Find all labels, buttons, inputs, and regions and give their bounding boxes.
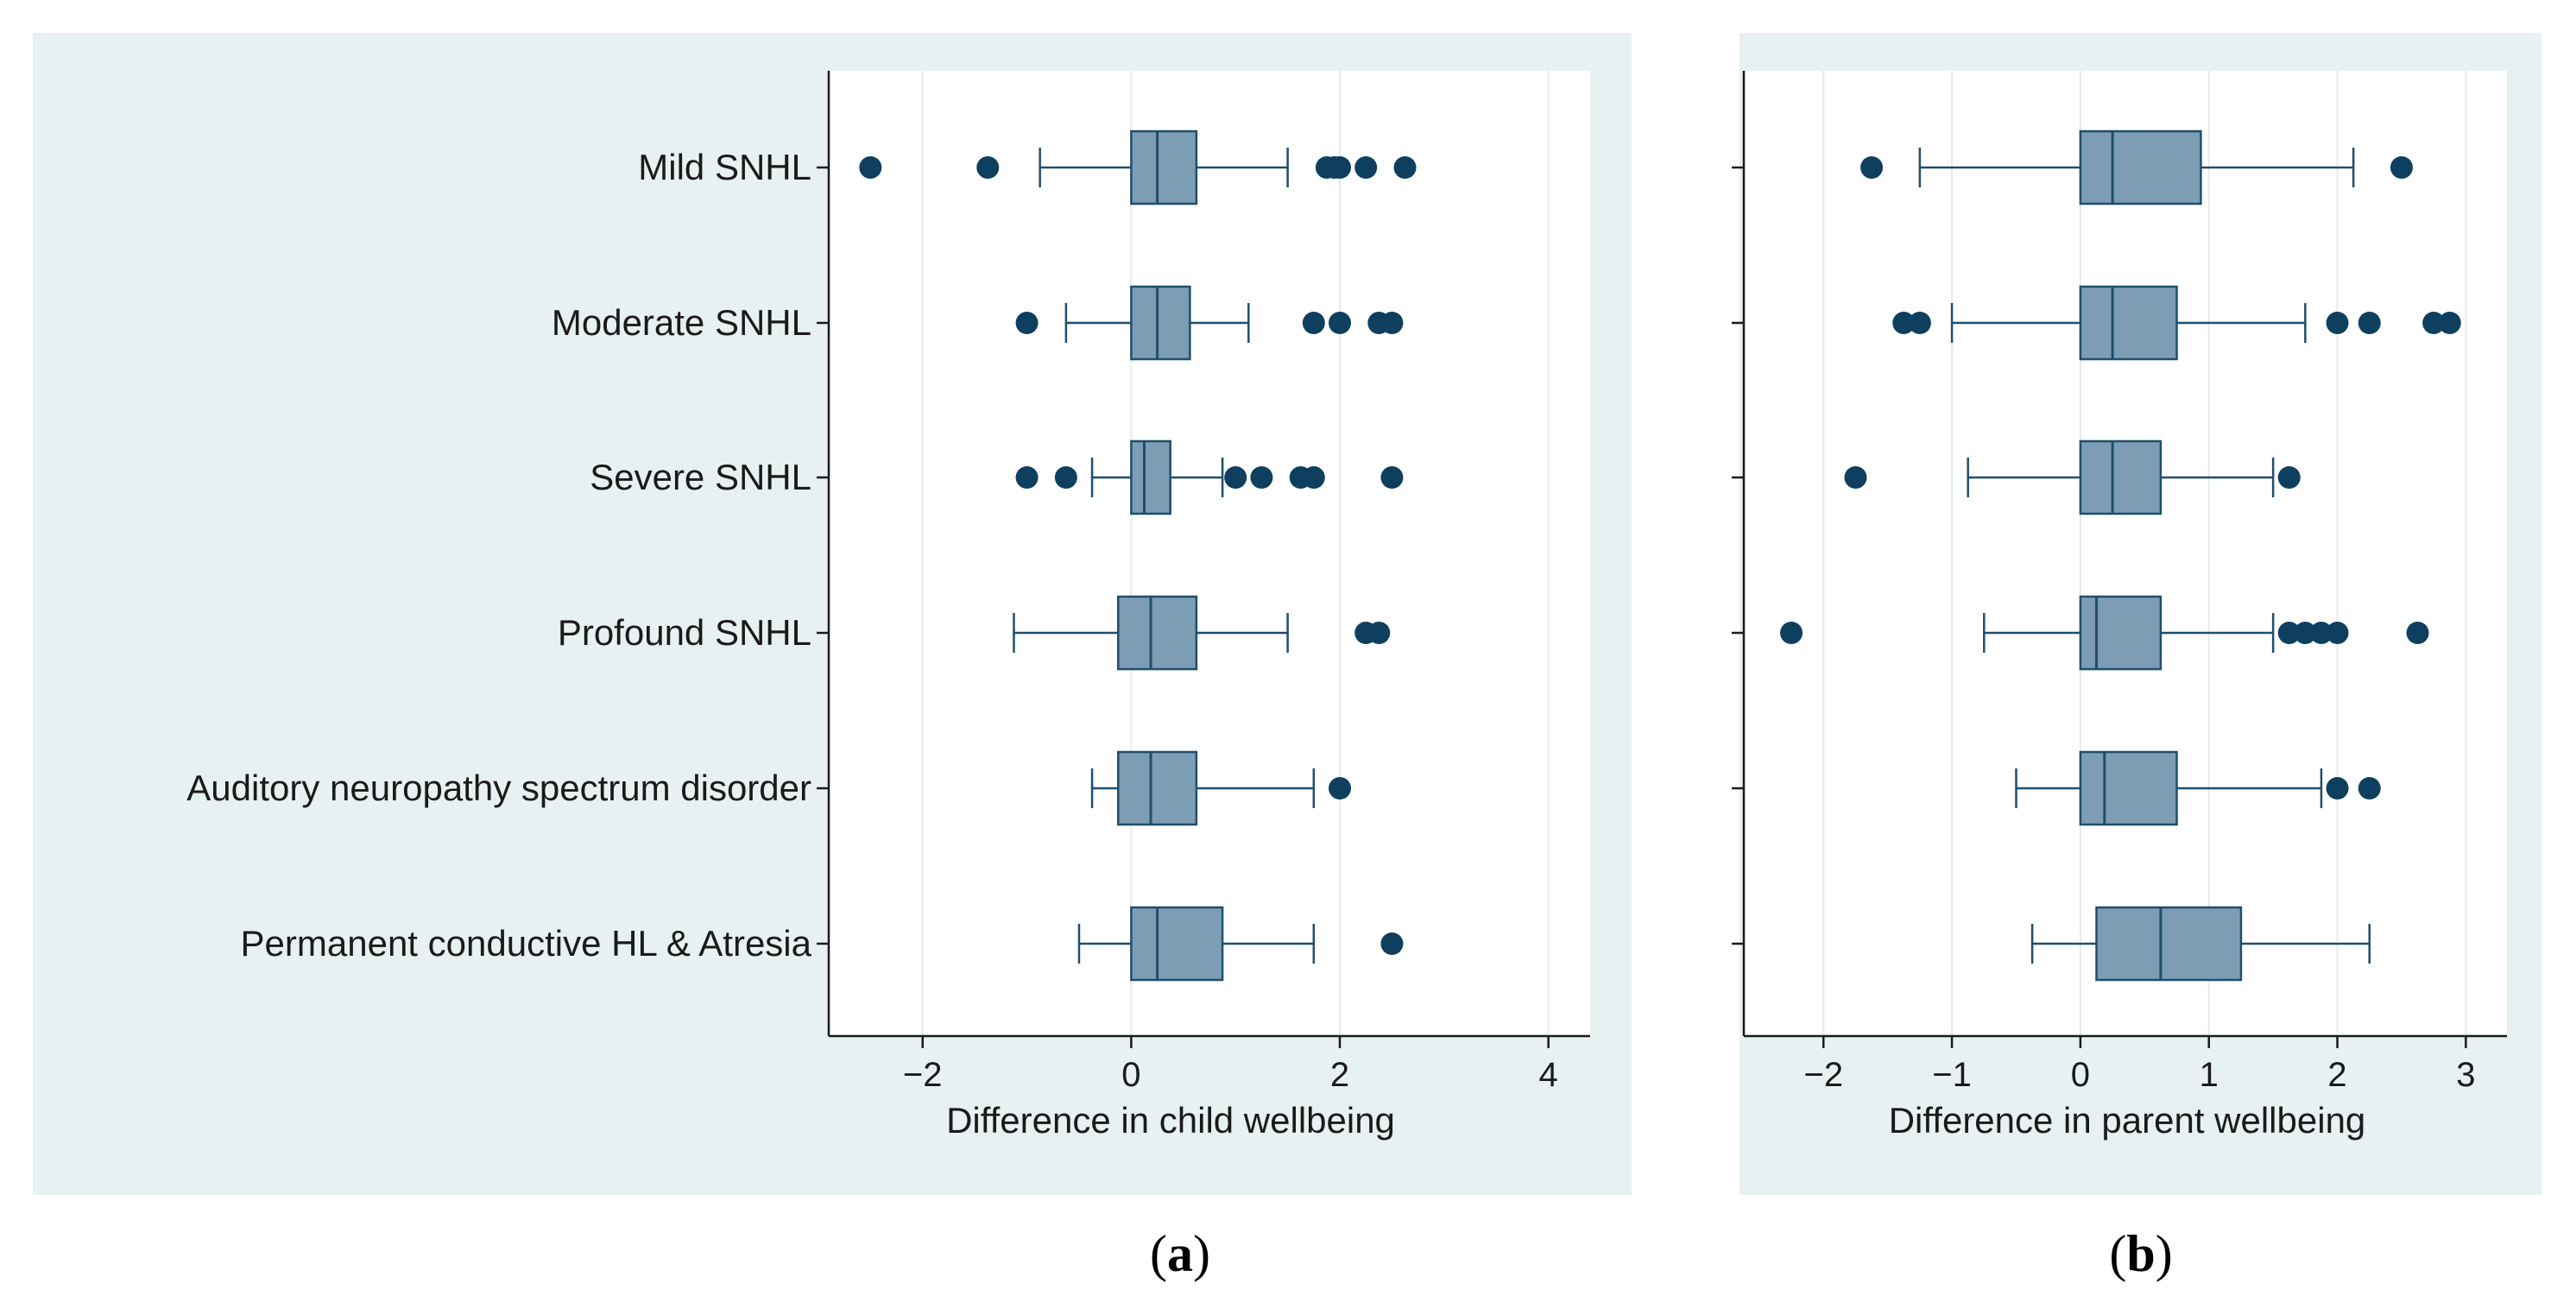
- iqr-box: [1130, 130, 1198, 205]
- outlier-point: [1329, 156, 1352, 179]
- category-label: Auditory neuropathy spectrum disorder: [186, 768, 811, 808]
- grid-b: [1822, 71, 2467, 1036]
- outlier-point: [2326, 312, 2349, 334]
- iqr-box: [1117, 595, 1198, 671]
- outlier-point: [2422, 312, 2446, 334]
- panel-caption-b-letter: b: [2126, 1225, 2155, 1282]
- outlier-point: [1367, 622, 1391, 644]
- category-label: Mild SNHL: [638, 147, 811, 187]
- outlier-point: [1302, 312, 1325, 334]
- outlier-point: [2358, 777, 2381, 800]
- iqr-box: [1130, 439, 1171, 515]
- box-a-3: [1015, 439, 1404, 515]
- outlier-point: [1380, 932, 1404, 955]
- boxes-a: [859, 130, 1417, 982]
- outlier-point: [2326, 622, 2349, 644]
- category-labels: Mild SNHL Moderate SNHL Severe SNHL Profoun…: [186, 147, 811, 964]
- plot-a-area: [829, 71, 1590, 1036]
- outlier-point: [1329, 312, 1352, 334]
- axes-b: −2 −1 0 1 2 3: [1732, 71, 2507, 1094]
- x-tick-label: 2: [1330, 1056, 1349, 1094]
- x-tick-label: 0: [1121, 1056, 1140, 1094]
- outlier-point: [2277, 466, 2301, 489]
- box-b-4: [1780, 595, 2429, 671]
- category-label: Severe SNHL: [590, 457, 811, 497]
- panel-caption-b: (b): [2109, 1225, 2172, 1282]
- box-b-1: [1860, 130, 2413, 205]
- iqr-box: [2079, 285, 2178, 361]
- panel-caption-a: (a): [1150, 1225, 1210, 1282]
- x-tick-label: 0: [2071, 1056, 2090, 1094]
- outlier-point: [2438, 312, 2461, 334]
- outlier-point: [2326, 777, 2349, 800]
- box-b-5: [2015, 750, 2381, 826]
- category-label: Profound SNHL: [558, 612, 811, 653]
- panel-caption-a-letter: a: [1167, 1225, 1193, 1282]
- box-b-3: [1844, 439, 2301, 515]
- x-axis-title-b: Difference in parent wellbeing: [1889, 1100, 2366, 1141]
- outlier-point: [2406, 622, 2429, 644]
- grid-a: [921, 71, 1550, 1036]
- outlier-point: [1054, 466, 1077, 489]
- outlier-point: [1860, 156, 1884, 179]
- outlier-point: [1780, 622, 1803, 644]
- box-a-4: [1013, 595, 1391, 671]
- x-tick-label: 1: [2200, 1056, 2219, 1094]
- box-a-2: [1015, 285, 1404, 361]
- outlier-point: [976, 156, 1000, 179]
- x-tick-label: 3: [2456, 1056, 2475, 1094]
- outlier-point: [1250, 466, 1273, 489]
- outlier-point: [1393, 156, 1417, 179]
- iqr-box: [2079, 130, 2202, 205]
- iqr-box: [2095, 906, 2243, 982]
- outlier-point: [2294, 622, 2317, 644]
- category-label: Permanent conductive HL & Atresia: [241, 923, 812, 964]
- box-a-5: [1090, 750, 1352, 826]
- iqr-box: [1130, 285, 1191, 361]
- outlier-point: [1380, 312, 1404, 334]
- box-a-6: [1077, 906, 1404, 982]
- outlier-point: [1892, 312, 1916, 334]
- outlier-point: [1224, 466, 1247, 489]
- outlier-point: [859, 156, 882, 179]
- outlier-point: [1329, 777, 1352, 800]
- x-tick-label: 4: [1539, 1056, 1558, 1094]
- boxes-b: [1780, 130, 2461, 982]
- plot-b-area: [1744, 71, 2507, 1036]
- x-tick-label: −2: [903, 1056, 943, 1094]
- x-tick-label: 2: [2327, 1056, 2346, 1094]
- outlier-point: [2277, 622, 2301, 644]
- outlier-point: [1015, 312, 1039, 334]
- iqr-box: [2079, 439, 2162, 515]
- outlier-point: [2309, 622, 2333, 644]
- x-tick-label: −2: [1803, 1056, 1843, 1094]
- outlier-point: [1380, 466, 1404, 489]
- outlier-point: [2358, 312, 2381, 334]
- box-a-1: [859, 130, 1417, 205]
- outlier-point: [2390, 156, 2413, 179]
- x-tick-label: −1: [1932, 1056, 1972, 1094]
- axes-a: −2 0 2 4: [817, 71, 1590, 1094]
- outlier-point: [1302, 466, 1325, 489]
- outlier-point: [1015, 466, 1039, 489]
- x-axis-title-a: Difference in child wellbeing: [946, 1100, 1395, 1141]
- box-b-6: [2030, 906, 2371, 982]
- iqr-box: [2079, 750, 2178, 826]
- outlier-point: [1354, 156, 1378, 179]
- category-label: Moderate SNHL: [552, 302, 811, 343]
- outlier-point: [1908, 312, 1931, 334]
- box-b-2: [1892, 285, 2461, 361]
- iqr-box: [2079, 595, 2162, 671]
- panel-a: −2 0 2 4 Mild SNHL Moderate SNHL Severe SNHL P…: [33, 33, 1632, 1282]
- iqr-box: [1130, 906, 1224, 982]
- panel-b: −2 −1 0 1 2 3 Difference in parent wellbeing …: [1732, 33, 2541, 1282]
- iqr-box: [1117, 750, 1198, 826]
- outlier-point: [1844, 466, 1867, 489]
